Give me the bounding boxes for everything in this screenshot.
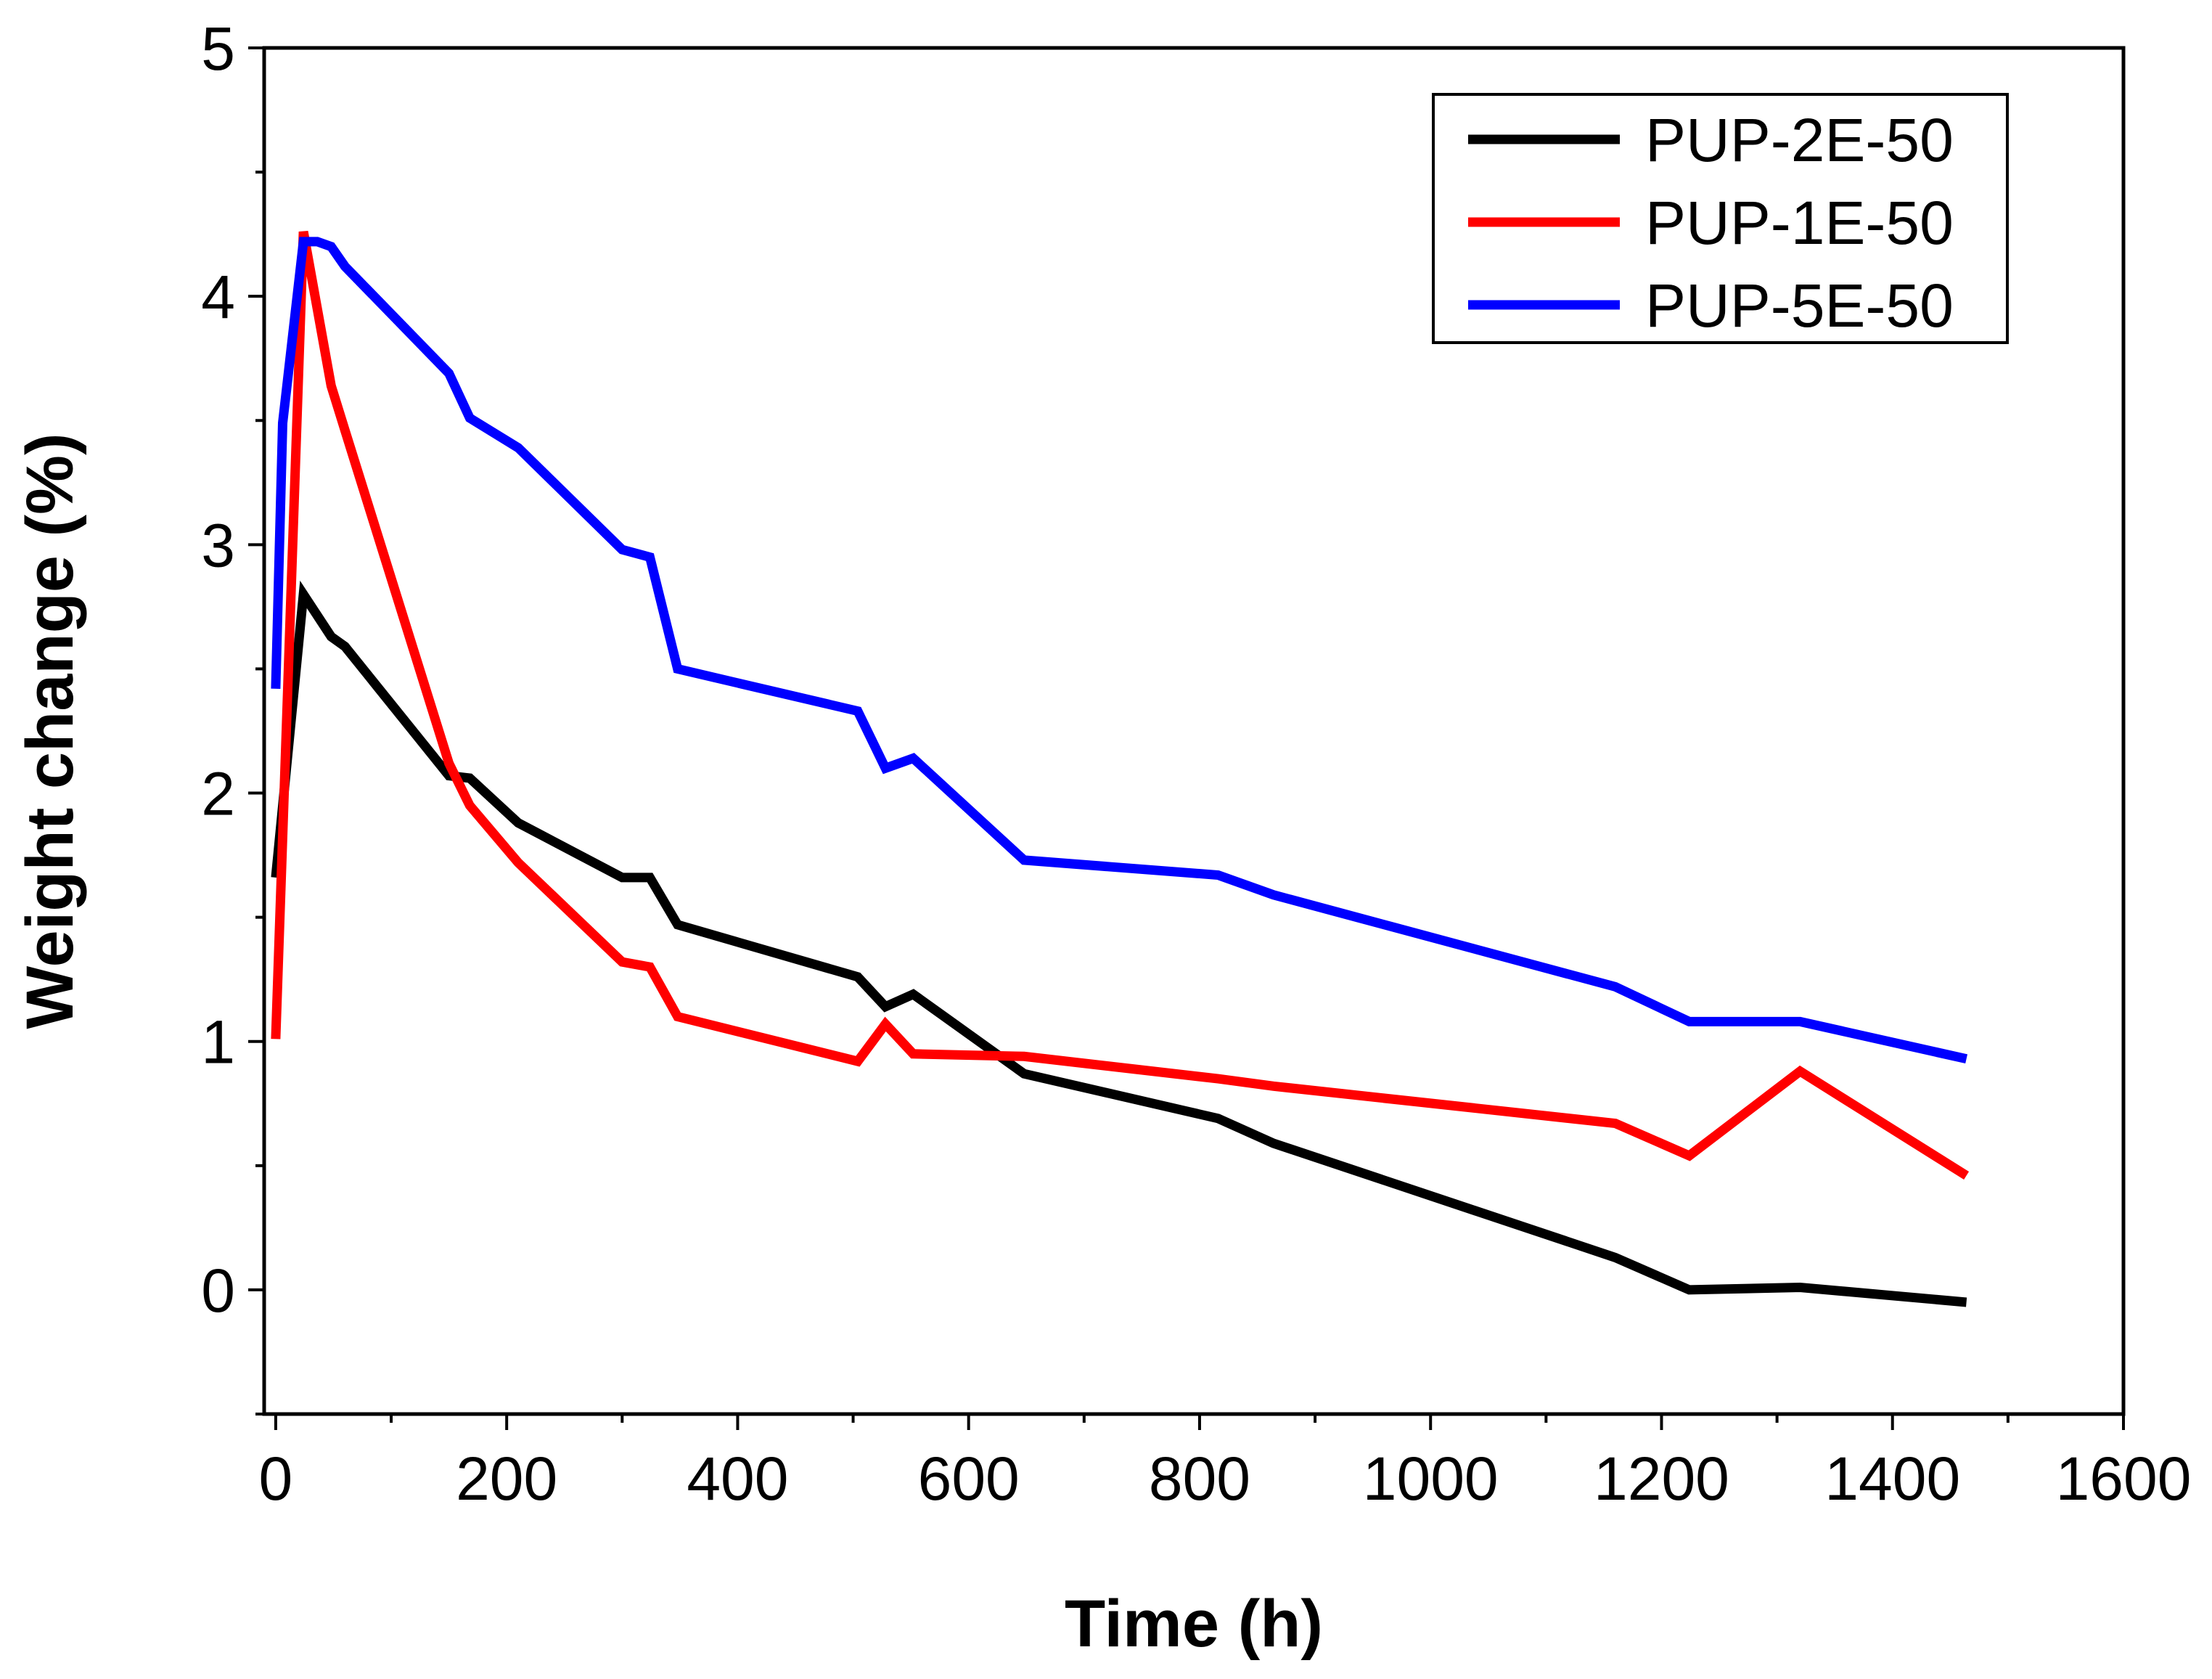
y-tick-label: 4 — [201, 263, 235, 331]
legend-label: PUP-2E-50 — [1645, 106, 1954, 174]
ticks-layer: 0 200 400 600 800 1000 1200 1400 1600 0 1 2 3 4 5 — [201, 15, 2191, 1513]
series-line-pup-5e-50 — [271, 237, 1968, 1064]
x-axis-title: Time (h) — [1065, 1587, 1323, 1661]
x-tick-label: 0 — [259, 1445, 293, 1513]
plot-frame — [262, 46, 2126, 1416]
x-tick-label: 1600 — [2056, 1445, 2192, 1513]
y-axis-title: Weight change (%) — [13, 433, 87, 1029]
legend: PUP-2E-50 PUP-1E-50 PUP-5E-50 — [1432, 93, 2009, 344]
legend-label: PUP-1E-50 — [1645, 189, 1954, 257]
x-tick-label: 1000 — [1363, 1445, 1499, 1513]
y-tick-label: 5 — [201, 15, 235, 83]
x-tick-label: 400 — [687, 1445, 788, 1513]
x-tick-label: 600 — [918, 1445, 1020, 1513]
legend-label: PUP-5E-50 — [1645, 271, 1954, 340]
x-tick-label: 800 — [1149, 1445, 1250, 1513]
x-tick-label: 200 — [456, 1445, 557, 1513]
x-tick-label: 1200 — [1594, 1445, 1729, 1513]
y-tick-label: 2 — [201, 760, 235, 828]
y-tick-label: 1 — [201, 1008, 235, 1077]
y-tick-label: 0 — [201, 1257, 235, 1325]
x-tick-label: 1400 — [1824, 1445, 1960, 1513]
series-line-pup-2e-50 — [271, 580, 1967, 1307]
series-line-pup-1e-50 — [271, 231, 1970, 1180]
y-tick-label: 3 — [201, 511, 235, 579]
series-layer — [271, 231, 1970, 1307]
